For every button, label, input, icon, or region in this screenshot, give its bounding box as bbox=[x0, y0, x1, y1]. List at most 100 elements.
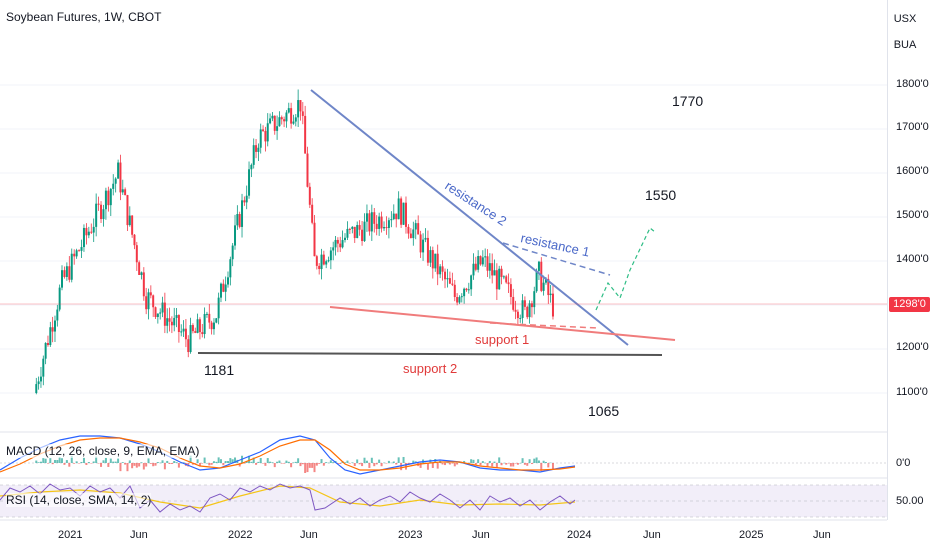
macd-hist-bar bbox=[63, 463, 66, 465]
candle-body bbox=[519, 317, 522, 319]
current-price-badge[interactable]: 1298'0 bbox=[889, 297, 930, 312]
level-1550-label: 1550 bbox=[645, 187, 676, 203]
currency-button[interactable]: USX bbox=[893, 13, 917, 25]
macd-label[interactable]: MACD (12, 26, close, 9, EMA, EMA) bbox=[6, 444, 200, 458]
macd-hist-bar bbox=[308, 463, 311, 468]
candle-body bbox=[217, 297, 220, 319]
symbol-title[interactable]: Soybean Futures, 1W, CBOT bbox=[6, 10, 162, 24]
support-2-line[interactable] bbox=[197, 352, 663, 356]
macd-hist-bar bbox=[488, 460, 491, 463]
macd-hist-bar bbox=[356, 459, 359, 463]
candle-body bbox=[161, 302, 164, 313]
candle-body bbox=[417, 223, 420, 235]
candle-body bbox=[301, 111, 304, 116]
macd-hist-bar bbox=[528, 459, 531, 463]
macd-hist-bar bbox=[479, 463, 482, 466]
candle-body bbox=[212, 322, 215, 330]
macd-hist-bar bbox=[245, 461, 248, 463]
candle-body bbox=[325, 261, 328, 265]
macd-hist-bar bbox=[332, 462, 335, 463]
macd-hist-bar bbox=[512, 463, 515, 467]
unit-button[interactable]: BUA bbox=[893, 39, 917, 51]
macd-hist-bar bbox=[390, 462, 393, 464]
macd-hist-bar bbox=[205, 462, 208, 464]
rsi-label[interactable]: RSI (14, close, SMA, 14, 2) bbox=[6, 493, 152, 507]
price-axis[interactable] bbox=[887, 0, 932, 520]
candle-body bbox=[533, 291, 536, 308]
candle-body bbox=[243, 200, 246, 203]
candle-body bbox=[128, 215, 131, 226]
macd-hist-bar bbox=[315, 463, 318, 466]
macd-hist-bar bbox=[491, 463, 494, 467]
projection-path bbox=[595, 227, 656, 311]
macd-hist-bar bbox=[292, 462, 295, 463]
signal-line bbox=[0, 437, 576, 473]
macd-hist-bar bbox=[290, 463, 293, 468]
candle-body bbox=[285, 112, 288, 122]
macd-hist-bar bbox=[419, 463, 422, 468]
candle-body bbox=[332, 247, 335, 251]
candle-body bbox=[154, 307, 157, 317]
candle-body bbox=[329, 250, 332, 261]
candle-body bbox=[114, 178, 117, 184]
candle-body bbox=[257, 147, 260, 152]
macd-hist-bar bbox=[502, 462, 505, 464]
candle-body bbox=[502, 276, 505, 278]
macd-zero-tick: 0'0 bbox=[896, 457, 911, 469]
candles bbox=[35, 89, 554, 395]
candle-body bbox=[500, 268, 503, 277]
macd-hist-bar bbox=[463, 460, 466, 463]
macd-hist-bar bbox=[87, 462, 90, 463]
macd-hist-bar bbox=[248, 455, 251, 463]
candle-body bbox=[313, 222, 316, 257]
macd-hist-bar bbox=[44, 458, 47, 463]
candle-body bbox=[53, 320, 56, 332]
candle-body bbox=[547, 278, 550, 296]
resistance-2-line[interactable] bbox=[310, 89, 629, 346]
candle-body bbox=[149, 292, 152, 296]
macd-hist-bar bbox=[109, 458, 112, 463]
macd-hist-bar bbox=[42, 458, 45, 463]
macd-hist-bar bbox=[82, 457, 85, 463]
support-2-label: support 2 bbox=[403, 361, 457, 376]
candle-body bbox=[140, 272, 143, 275]
time-label: 2022 bbox=[228, 529, 253, 541]
candle-body bbox=[297, 100, 300, 118]
level-1065-label: 1065 bbox=[588, 403, 619, 419]
candle-body bbox=[191, 325, 194, 332]
macd-hist-bar bbox=[198, 463, 201, 467]
macd-hist-bar bbox=[142, 463, 145, 470]
macd-hist-bar bbox=[128, 460, 131, 463]
candle-body bbox=[451, 283, 454, 285]
time-label: Jun bbox=[300, 529, 318, 541]
candle-body bbox=[458, 297, 461, 303]
candle-body bbox=[320, 254, 323, 270]
macd-hist-bar bbox=[348, 463, 351, 464]
candle-body bbox=[219, 283, 222, 298]
macd-hist-bar bbox=[523, 463, 526, 465]
macd-hist-bar bbox=[526, 463, 529, 466]
macd-hist-bar bbox=[243, 463, 246, 464]
macd-hist-bar bbox=[322, 463, 325, 466]
macd-hist-bar bbox=[509, 463, 512, 467]
macd-hist-bar bbox=[203, 457, 206, 463]
candle-body bbox=[97, 203, 100, 205]
price-tick: 1400'0 bbox=[896, 253, 929, 265]
macd-hist-bar bbox=[121, 462, 124, 463]
candle-body bbox=[402, 202, 405, 225]
macd-hist-bar bbox=[301, 463, 304, 465]
candle-body bbox=[361, 229, 364, 242]
candle-body bbox=[505, 276, 508, 283]
resistance-1-line[interactable] bbox=[502, 242, 611, 276]
candle-body bbox=[175, 315, 178, 318]
macd-hist-bar bbox=[516, 463, 519, 465]
macd-hist-bar bbox=[262, 463, 265, 464]
candle-body bbox=[479, 256, 482, 265]
support-1-label: support 1 bbox=[475, 332, 529, 347]
candle-body bbox=[269, 118, 272, 124]
candle-body bbox=[58, 287, 61, 310]
candle-body bbox=[426, 237, 429, 263]
candle-body bbox=[224, 284, 227, 292]
macd-hist-bar bbox=[156, 462, 159, 463]
